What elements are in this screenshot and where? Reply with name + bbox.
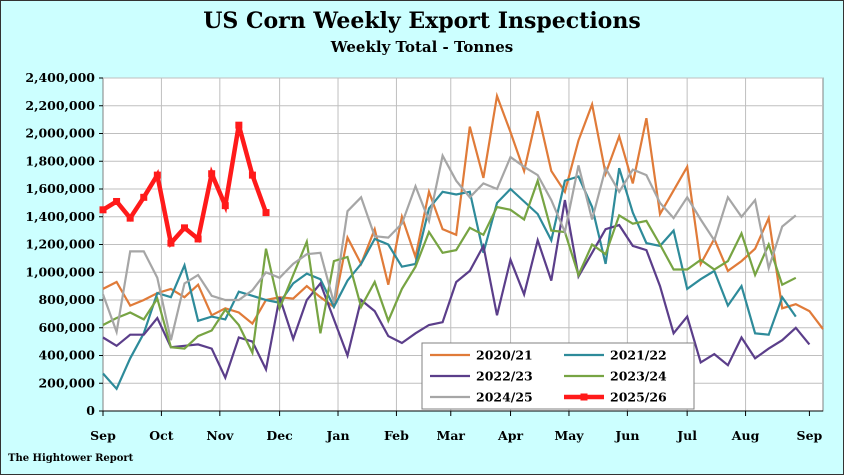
x-tick-label: Jan bbox=[325, 428, 349, 443]
data-point-2025-26 bbox=[126, 214, 134, 222]
legend-label-2020-21: 2020/21 bbox=[476, 348, 533, 363]
legend-label-2022-23: 2022/23 bbox=[476, 369, 533, 384]
x-tick-label: Nov bbox=[206, 428, 234, 443]
x-tick-label: Oct bbox=[149, 428, 173, 443]
series-lines bbox=[99, 91, 824, 391]
y-tick-label: 2,400,000 bbox=[25, 70, 95, 85]
x-tick-label: Apr bbox=[497, 428, 523, 443]
series-line-2020-21 bbox=[102, 91, 824, 330]
data-point-2025-26 bbox=[208, 170, 216, 178]
data-point-2025-26 bbox=[140, 193, 148, 201]
legend: 2020/21 2021/22 2022/23 2023/24 2024/25 2025/… bbox=[421, 342, 695, 410]
y-tick-label: 400,000 bbox=[38, 348, 95, 363]
y-tick-label: 600,000 bbox=[38, 320, 95, 335]
y-tick-label: 800,000 bbox=[38, 292, 95, 307]
y-tick-label: 1,800,000 bbox=[25, 153, 95, 168]
data-point-2025-26 bbox=[221, 202, 229, 210]
legend-label-2021-22: 2021/22 bbox=[610, 348, 667, 363]
x-tick-label: Sep bbox=[90, 428, 116, 443]
y-tick-label: 2,200,000 bbox=[25, 98, 95, 113]
y-tick-label: 2,000,000 bbox=[25, 126, 95, 141]
data-point-2025-26 bbox=[248, 171, 256, 179]
gridlines bbox=[103, 77, 823, 411]
series-line-2021-22 bbox=[102, 167, 797, 391]
x-tick-label: Aug bbox=[731, 428, 760, 443]
data-point-2025-26 bbox=[194, 235, 202, 243]
x-tick-label: May bbox=[554, 428, 584, 443]
x-tick-label: Dec bbox=[266, 428, 293, 443]
legend-label-2023-24: 2023/24 bbox=[610, 369, 667, 384]
y-axis: 0 200,000 400,000 600,000 800,000 1,000,000 1,… bbox=[25, 70, 103, 418]
series-line-2022-23 bbox=[102, 199, 811, 381]
y-tick-label: 1,000,000 bbox=[25, 264, 95, 279]
legend-label-2024-25: 2024/25 bbox=[476, 390, 533, 405]
x-tick-label: Mar bbox=[437, 428, 466, 443]
series-line-2024-25 bbox=[101, 152, 797, 341]
series-line-2023-24 bbox=[102, 176, 797, 357]
data-point-2025-26 bbox=[153, 171, 161, 179]
legend-marker-2025-26 bbox=[580, 393, 588, 401]
y-tick-label: 1,400,000 bbox=[25, 209, 95, 224]
y-tick-label: 200,000 bbox=[38, 375, 95, 390]
x-tick-label: Jul bbox=[676, 428, 697, 443]
y-tick-label: 1,600,000 bbox=[25, 181, 95, 196]
data-point-2025-26 bbox=[262, 209, 270, 217]
data-point-2025-26 bbox=[99, 206, 107, 214]
y-tick-label: 1,200,000 bbox=[25, 237, 95, 252]
y-tick-label: 0 bbox=[86, 403, 95, 418]
x-tick-label: Jun bbox=[614, 428, 639, 443]
data-point-2025-26 bbox=[235, 121, 243, 129]
x-tick-label: Sep bbox=[797, 428, 823, 443]
data-point-2025-26 bbox=[181, 224, 189, 232]
x-axis: Sep Oct Nov Dec Jan Feb Mar Apr May Jun Jul Aug Sep bbox=[90, 410, 823, 443]
data-point-2025-26 bbox=[167, 239, 175, 247]
data-point-2025-26 bbox=[113, 197, 121, 205]
x-tick-label: Feb bbox=[384, 428, 409, 443]
source-credit: The Hightower Report bbox=[8, 453, 134, 464]
chart-subtitle: Weekly Total - Tonnes bbox=[330, 38, 514, 56]
legend-label-2025-26: 2025/26 bbox=[610, 390, 667, 405]
chart-title: US Corn Weekly Export Inspections bbox=[203, 8, 641, 34]
